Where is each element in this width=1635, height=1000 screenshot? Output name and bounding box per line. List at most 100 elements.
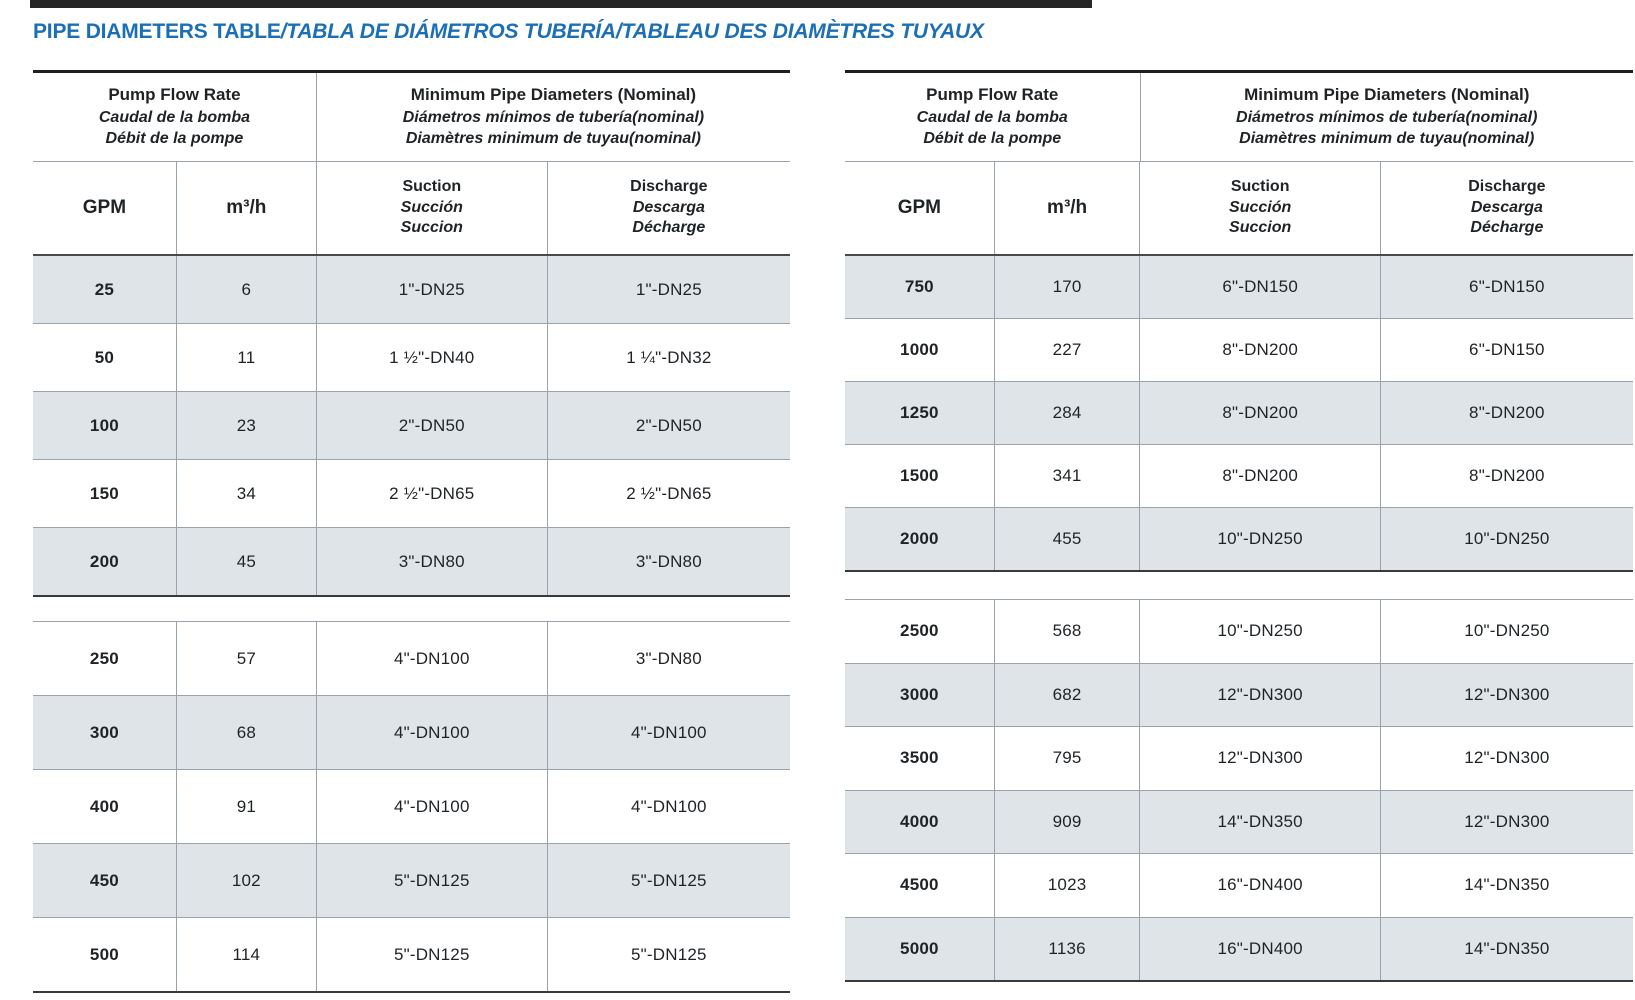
- header-label-fr: Débit de la pompe: [923, 130, 1062, 148]
- header-label-fr: Diamètres minimum de tuyau(nominal): [1239, 130, 1535, 148]
- column-label: Suction: [402, 177, 462, 195]
- table-cell: 3"-DN80: [635, 551, 702, 571]
- table-cell: 750: [845, 256, 995, 318]
- table-cell: 150: [33, 460, 177, 527]
- table-cell: 400: [33, 770, 177, 843]
- table-row: 450 102 5"-DN125 5"-DN125: [33, 844, 790, 918]
- table-body: 750 170 6"-DN150 6"-DN150 1000 227 8"-DN200 6"-…: [845, 256, 1633, 982]
- table-cell: 14"-DN350: [1464, 938, 1550, 958]
- table-cell: 114: [177, 918, 317, 991]
- column-header-gpm: GPM: [845, 162, 995, 254]
- table-cell: 8"-DN200: [1469, 403, 1545, 422]
- table-header-groups: Pump Flow Rate Caudal de la bomba Débit …: [33, 70, 790, 162]
- table-section: 2500 568 10"-DN250 10"-DN250 3000 682 12"-DN30…: [845, 599, 1633, 982]
- table-row: 3500 795 12"-DN300 12"-DN300: [845, 727, 1633, 791]
- table-cell: 2"-DN50: [635, 415, 702, 435]
- section-gap: [845, 572, 1633, 599]
- column-label: Discharge: [1468, 177, 1546, 195]
- header-label-fr: Diamètres minimum de tuyau(nominal): [405, 130, 702, 148]
- pipe-table-low-flow: Pump Flow Rate Caudal de la bomba Débit …: [33, 70, 790, 993]
- table-cell: 1 ¼"-DN32: [626, 347, 712, 367]
- top-edge-bar: [30, 0, 1092, 8]
- table-cell: 50: [33, 324, 177, 391]
- table-cell: 795: [995, 727, 1141, 790]
- table-row: 1500 341 8"-DN200 8"-DN200: [845, 445, 1633, 508]
- table-row: 300 68 4"-DN100 4"-DN100: [33, 696, 790, 770]
- table-cell: 5000: [845, 917, 995, 980]
- column-header-discharge: Discharge Descarga Décharge: [1381, 162, 1633, 254]
- table-cell: 68: [177, 696, 317, 769]
- table-cell: 170: [995, 256, 1141, 318]
- table-cell: 12"-DN300: [1140, 727, 1381, 790]
- table-header-columns: GPM m³/h Suction Succión Succion Dischar…: [845, 162, 1633, 256]
- table-row: 150 34 2 ½"-DN65 2 ½"-DN65: [33, 460, 790, 528]
- table-cell: 3"-DN80: [317, 528, 548, 595]
- pipe-table-high-flow: Pump Flow Rate Caudal de la bomba Débit …: [845, 70, 1633, 982]
- column-label-es: Succión: [400, 198, 463, 216]
- table-section: 250 57 4"-DN100 3"-DN80 300 68 4"-DN100 4"-DN10…: [33, 621, 790, 993]
- table-cell: 6"-DN150: [1140, 256, 1381, 318]
- column-label: m³/h: [226, 196, 267, 218]
- table-cell: 34: [177, 460, 317, 527]
- table-cell: 102: [177, 844, 317, 917]
- table-cell: 8"-DN200: [1140, 445, 1381, 507]
- table-cell: 1136: [995, 917, 1141, 980]
- column-label-es: Descarga: [632, 198, 705, 216]
- column-label-fr: Décharge: [1470, 219, 1544, 237]
- column-header-gpm: GPM: [33, 162, 177, 254]
- table-cell: 4"-DN100: [317, 622, 548, 695]
- table-cell: 16"-DN400: [1140, 917, 1381, 980]
- table-row: 2000 455 10"-DN250 10"-DN250: [845, 508, 1633, 572]
- table-row: 25 6 1"-DN25 1"-DN25: [33, 256, 790, 324]
- table-cell: 8"-DN200: [1140, 382, 1381, 444]
- header-label-es: Caudal de la bomba: [98, 108, 250, 126]
- table-cell: 4"-DN100: [631, 722, 707, 742]
- section-gap: [33, 597, 790, 621]
- column-label: m³/h: [1047, 196, 1088, 218]
- column-label-es: Succión: [1229, 198, 1292, 216]
- header-min-pipe-diameters: Minimum Pipe Diameters (Nominal) Diámetr…: [317, 73, 790, 161]
- table-cell: 10"-DN250: [1464, 621, 1550, 641]
- page-title-main: PIPE DIAMETERS TABLE: [33, 20, 281, 43]
- table-cell: 12"-DN300: [1464, 684, 1550, 704]
- table-cell: 568: [995, 600, 1141, 663]
- table-row: 5000 1136 16"-DN400 14"-DN350: [845, 917, 1633, 982]
- column-header-m3h: m³/h: [995, 162, 1141, 254]
- header-label-es: Diámetros mínimos de tubería(nominal): [1236, 108, 1538, 126]
- table-cell: 6: [177, 256, 317, 323]
- table-row: 4500 1023 16"-DN400 14"-DN350: [845, 854, 1633, 918]
- table-row: 1250 284 8"-DN200 8"-DN200: [845, 382, 1633, 445]
- table-cell: 2500: [845, 600, 995, 663]
- column-label-fr: Succion: [1229, 219, 1292, 237]
- table-cell: 10"-DN250: [1140, 600, 1381, 663]
- table-cell: 5"-DN125: [631, 944, 707, 964]
- table-cell: 8"-DN200: [1140, 319, 1381, 381]
- table-cell: 91: [177, 770, 317, 843]
- column-header-suction: Suction Succión Succion: [317, 162, 548, 254]
- table-cell: 57: [177, 622, 317, 695]
- table-cell: 3500: [845, 727, 995, 790]
- table-row: 2500 568 10"-DN250 10"-DN250: [845, 599, 1633, 664]
- table-cell: 10"-DN250: [1464, 529, 1550, 548]
- table-body: 25 6 1"-DN25 1"-DN25 50 11 1 ½"-DN40 1 ¼"-DN32 1…: [33, 256, 790, 993]
- header-label: Minimum Pipe Diameters (Nominal): [410, 84, 697, 104]
- table-cell: 5"-DN125: [317, 844, 548, 917]
- table-cell: 23: [177, 392, 317, 459]
- header-pump-flow-rate: Pump Flow Rate Caudal de la bomba Débit …: [33, 73, 317, 161]
- column-label-es: Descarga: [1470, 198, 1543, 216]
- table-header-groups: Pump Flow Rate Caudal de la bomba Débit …: [845, 70, 1633, 162]
- table-cell: 6"-DN150: [1469, 277, 1545, 296]
- header-label-es: Diámetros mínimos de tubería(nominal): [402, 108, 705, 126]
- table-cell: 6"-DN150: [1469, 340, 1545, 359]
- table-cell: 10"-DN250: [1140, 508, 1381, 570]
- table-section: 25 6 1"-DN25 1"-DN25 50 11 1 ½"-DN40 1 ¼"-DN32 1…: [33, 256, 790, 597]
- table-row: 250 57 4"-DN100 3"-DN80: [33, 621, 790, 696]
- column-label: Suction: [1230, 177, 1290, 195]
- table-cell: 3"-DN80: [635, 648, 702, 668]
- table-cell: 300: [33, 696, 177, 769]
- table-row: 750 170 6"-DN150 6"-DN150: [845, 256, 1633, 319]
- table-section: 750 170 6"-DN150 6"-DN150 1000 227 8"-DN200 6"-…: [845, 256, 1633, 572]
- table-cell: 1023: [995, 854, 1141, 917]
- column-label-fr: Décharge: [632, 219, 706, 237]
